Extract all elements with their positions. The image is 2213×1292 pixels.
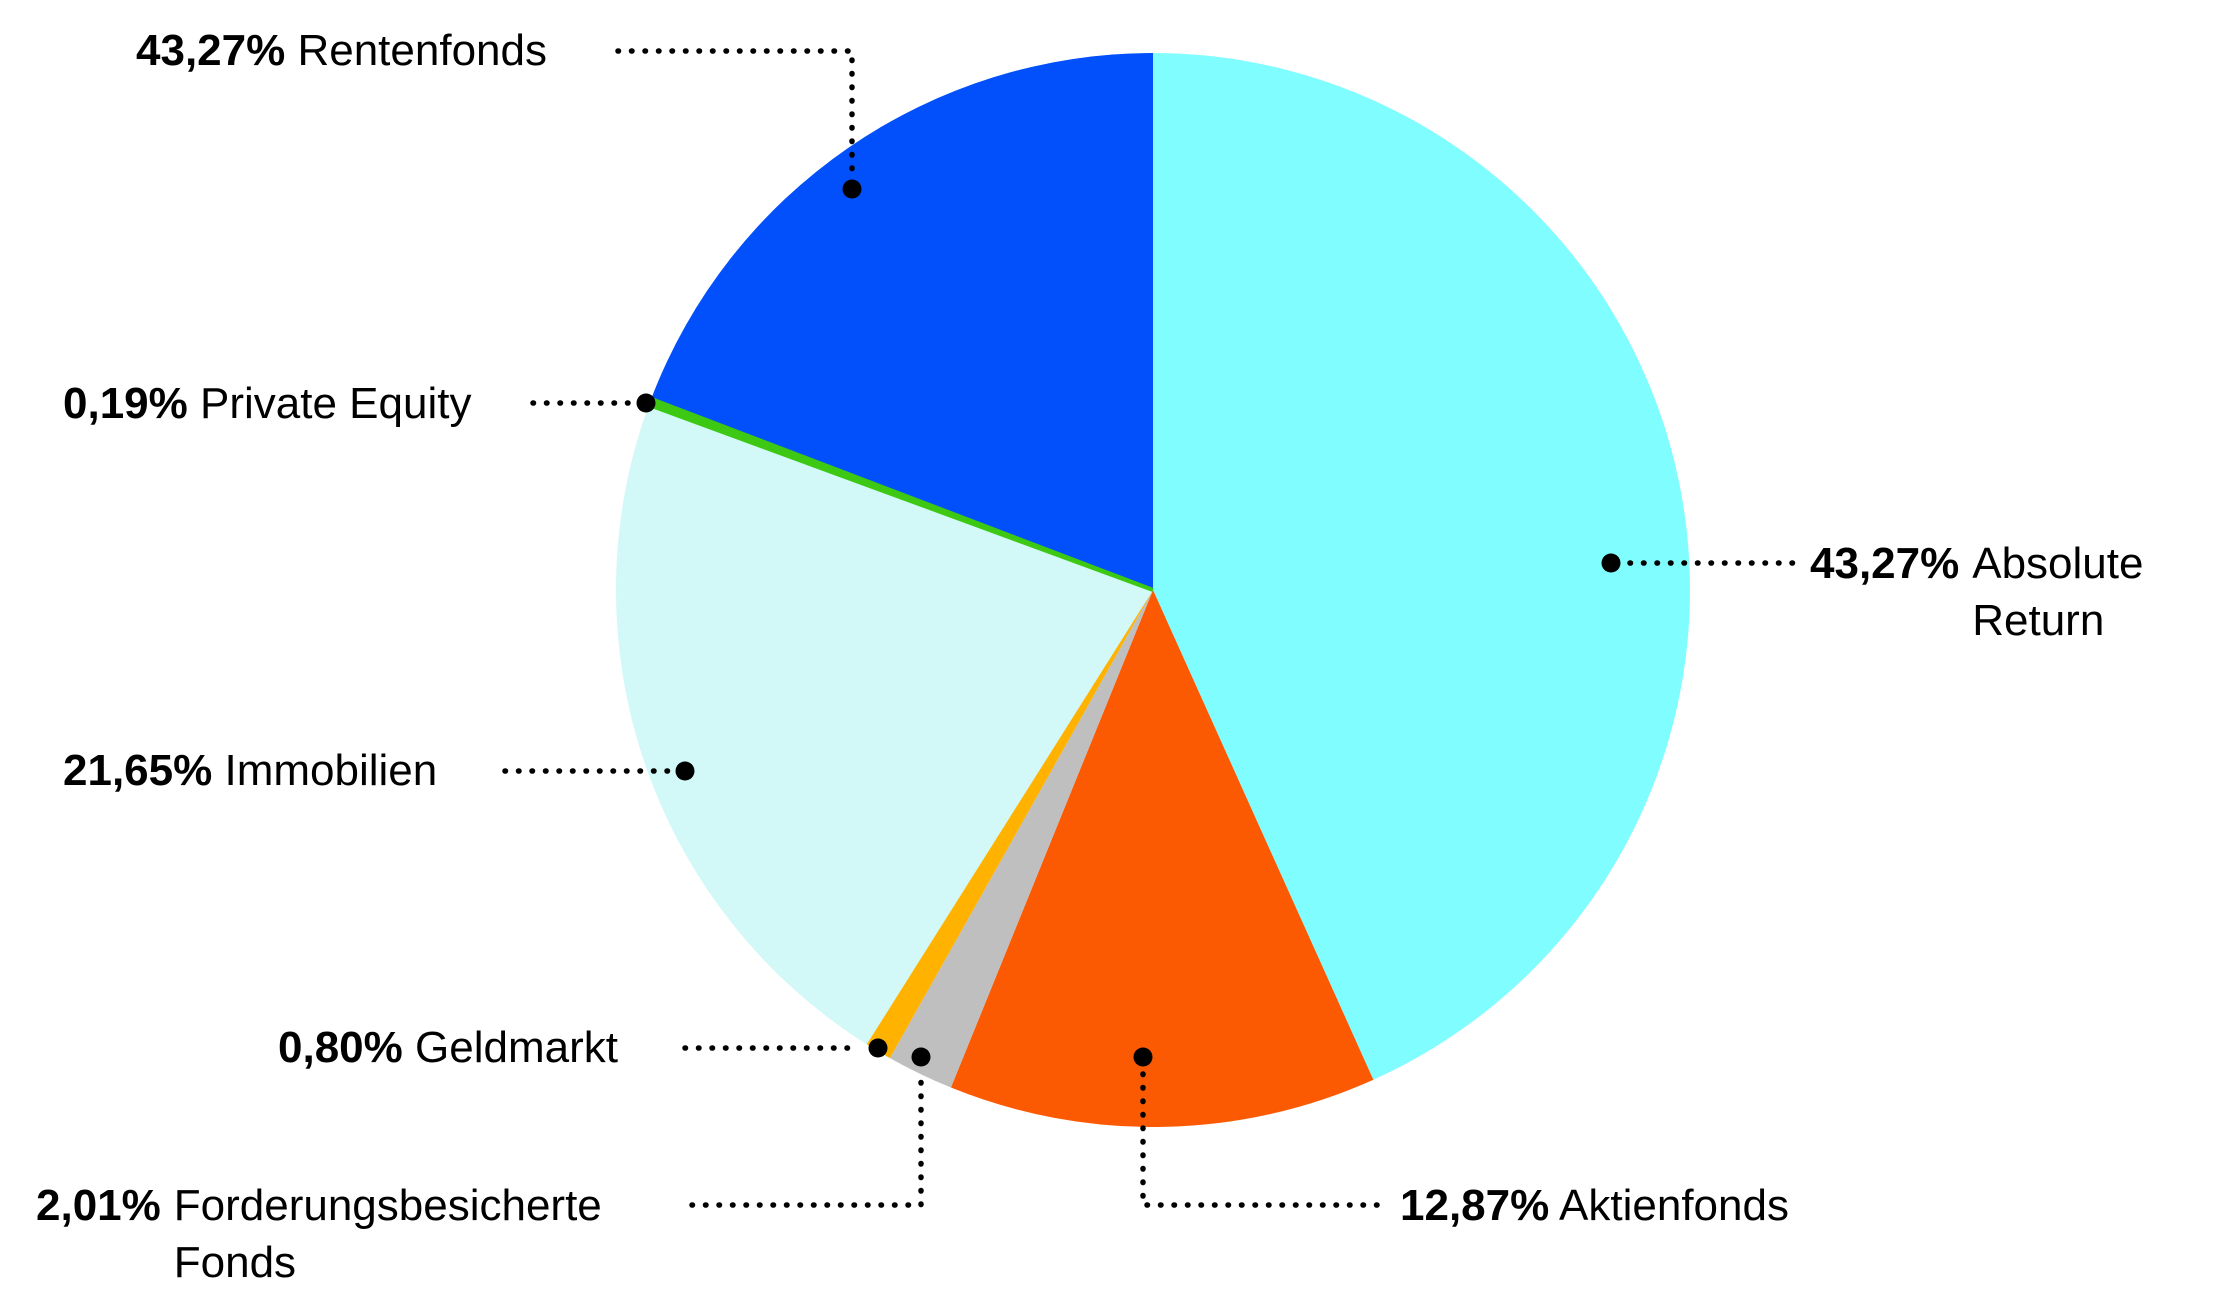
leader-dot-aktienfonds — [1133, 1047, 1153, 1067]
label-geldmarkt: 0,80% Geldmarkt — [278, 1019, 618, 1076]
label-private-equity-pct: 0,19% — [63, 379, 188, 428]
label-geldmarkt-name: Geldmarkt — [415, 1023, 618, 1072]
label-immobilien-pct: 21,65% — [63, 746, 213, 795]
leader-line-rentenfonds — [615, 48, 855, 177]
leader-dot-geldmarkt — [868, 1038, 888, 1058]
label-aktienfonds: 12,87% Aktienfonds — [1400, 1177, 1789, 1234]
pie-slice-immobilien — [616, 404, 1153, 1045]
pie-slice-rentenfonds — [651, 53, 1153, 590]
label-private-equity: 0,19% Private Equity — [63, 375, 471, 432]
leader-dot-private-equity — [636, 393, 656, 413]
label-rentenfonds: 43,27% Rentenfonds — [136, 22, 547, 79]
label-absolute-return-pct: 43,27% — [1810, 539, 1960, 588]
leader-dot-absolute-return — [1601, 553, 1621, 573]
label-immobilien-name: Immobilien — [224, 746, 438, 795]
pie-slice-forderungsbesicherte-fonds — [889, 590, 1153, 1088]
leader-line-aktienfonds — [1140, 1071, 1390, 1208]
leader-line-forderungsbesicherte-fonds — [689, 1071, 924, 1208]
label-immobilien: 21,65% Immobilien — [63, 742, 437, 799]
label-forderungsbesicherte-fonds: 2,01% Forderungsbesicherte Fonds — [36, 1177, 714, 1291]
pie-slice-aktienfonds — [950, 590, 1374, 1127]
leader-dot-forderungsbesicherte-fonds — [911, 1047, 931, 1067]
label-geldmarkt-pct: 0,80% — [278, 1023, 403, 1072]
pie-slice-geldmarkt — [866, 590, 1153, 1059]
label-forderungsbesicherte-fonds-pct: 2,01% — [36, 1181, 161, 1230]
label-aktienfonds-pct: 12,87% — [1400, 1181, 1550, 1230]
leader-dot-immobilien — [675, 761, 695, 781]
label-rentenfonds-name: Rentenfonds — [297, 26, 547, 75]
leader-dot-rentenfonds — [842, 179, 862, 199]
label-forderungsbesicherte-fonds-name: Forderungsbesicherte Fonds — [173, 1181, 602, 1287]
label-rentenfonds-pct: 43,27% — [136, 26, 286, 75]
label-private-equity-name: Private Equity — [200, 379, 472, 428]
pie-slice-absolute-return — [1153, 53, 1690, 1080]
label-absolute-return-name: Absolute Return — [1972, 539, 2144, 645]
label-absolute-return: 43,27% Absolute Return — [1810, 535, 2192, 649]
label-aktienfonds-name: Aktienfonds — [1559, 1181, 1789, 1230]
